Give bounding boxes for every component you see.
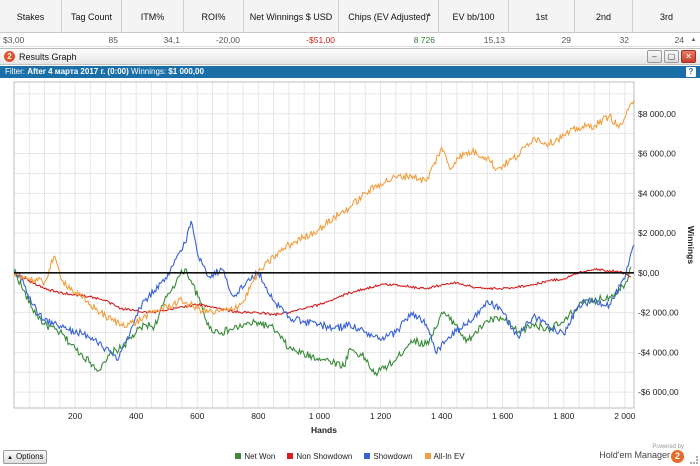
x-tick-label: 1 800 <box>553 411 575 421</box>
maximize-button[interactable]: ▢ <box>664 50 679 63</box>
x-tick-label: 1 000 <box>309 411 331 421</box>
cell-chips-ev: 8 726 <box>413 35 435 45</box>
legend-swatch-icon <box>364 453 371 459</box>
chart-series <box>13 99 635 377</box>
results-graph: 200 400 600 800 1 000 1 200 1 400 1 600 1 800 2 0… <box>0 78 700 448</box>
legend-item-showdown[interactable]: Showdown <box>364 450 413 462</box>
chart-axes: 200 400 600 800 1 000 1 200 1 400 1 600 1 800 2 0… <box>14 109 696 435</box>
column-header-3rd[interactable]: 3rd <box>659 11 673 22</box>
y-tick-label: -$2 000,00 <box>638 308 679 318</box>
legend-label: All-In EV <box>433 451 465 461</box>
cell-1st: 29 <box>561 35 571 45</box>
series-line-showdown <box>13 220 635 361</box>
column-header-roi[interactable]: ROI% <box>184 0 244 33</box>
column-header-tag-count[interactable]: Tag Count <box>62 0 122 33</box>
scroll-up-arrow-icon[interactable]: ▲ <box>690 37 697 43</box>
powered-by-text: Powered by <box>652 444 684 450</box>
stats-table-header: Stakes Tag Count ITM% ROI% Net Winnings … <box>0 0 700 33</box>
series-line-all-in-ev <box>13 99 635 329</box>
cell-stakes: $3,00 <box>3 35 25 45</box>
column-header-1st[interactable]: 1st <box>509 0 575 33</box>
cell-3rd: 24 <box>674 35 684 45</box>
column-header-2nd[interactable]: 2nd <box>575 0 633 33</box>
filter-text: After 4 марта 2017 г. (0:00) <box>27 67 129 76</box>
help-button[interactable]: ? <box>686 67 696 77</box>
y-axis-title: Winnings <box>686 226 696 264</box>
column-header-ev-bb100[interactable]: EV bb/100 <box>439 0 509 33</box>
column-header-itm[interactable]: ITM% <box>122 0 184 33</box>
column-header-stakes[interactable]: Stakes <box>0 0 62 33</box>
cell-ev-bb100: 15,13 <box>483 35 505 45</box>
minimize-button[interactable]: – <box>647 50 662 63</box>
cell-itm: 34,1 <box>163 35 180 45</box>
legend-label: Non Showdown <box>296 451 353 461</box>
column-header-chips-ev[interactable]: Chips (EV Adjusted) <box>339 0 439 33</box>
options-label: Options <box>15 452 44 461</box>
x-tick-label: 1 600 <box>492 411 514 421</box>
filter-bar: Filter: After 4 марта 2017 г. (0:00) Win… <box>0 66 700 78</box>
x-tick-label: 600 <box>190 411 204 421</box>
winnings-value: $1 000,00 <box>168 67 204 76</box>
x-tick-label: 1 200 <box>370 411 392 421</box>
table-row[interactable]: $3,00 85 34,1 -20,00 -$51,00 8 726 15,13… <box>0 33 700 47</box>
options-button[interactable]: ▲ Options <box>3 450 47 464</box>
y-tick-label: $2 000,00 <box>638 228 676 238</box>
options-arrow-icon: ▲ <box>7 455 13 461</box>
legend-item-non-showdown[interactable]: Non Showdown <box>287 450 352 462</box>
window-title: Results Graph <box>19 51 77 62</box>
cell-net-winnings: -$51,00 <box>306 35 335 45</box>
y-tick-label: $6 000,00 <box>638 149 676 159</box>
brand-name: Hold'em Manager <box>599 450 670 460</box>
x-axis-title: Hands <box>311 425 337 435</box>
y-tick-label: $4 000,00 <box>638 188 676 198</box>
x-tick-label: 200 <box>68 411 82 421</box>
resize-grip-icon[interactable] <box>690 456 698 464</box>
x-tick-label: 2 000 <box>614 411 636 421</box>
cell-tag-count: 85 <box>108 35 118 45</box>
y-tick-label: -$4 000,00 <box>638 347 679 357</box>
filter-label: Filter: <box>5 67 25 76</box>
x-tick-label: 800 <box>251 411 265 421</box>
legend-swatch-icon <box>287 453 294 459</box>
legend-label: Showdown <box>373 451 413 461</box>
app-logo-icon: 2 <box>4 51 15 62</box>
brand-block: Powered by Hold'em Manager 2 <box>599 444 684 463</box>
cell-2nd: 32 <box>619 35 629 45</box>
y-tick-label: $0,00 <box>638 268 660 278</box>
y-tick-label: -$6 000,00 <box>638 387 679 397</box>
winnings-label: Winnings: <box>131 67 167 76</box>
x-tick-label: 1 400 <box>431 411 453 421</box>
legend-label: Net Won <box>244 451 276 461</box>
series-line-non-showdown <box>13 267 632 317</box>
window-controls: – ▢ ✕ <box>647 50 696 63</box>
legend-item-net-won[interactable]: Net Won <box>235 450 275 462</box>
brand-logo-icon: 2 <box>671 450 684 463</box>
legend-swatch-icon <box>235 453 242 459</box>
chart-legend: Net Won Non Showdown Showdown All-In EV <box>0 450 700 462</box>
legend-swatch-icon <box>424 453 431 459</box>
x-tick-label: 400 <box>129 411 143 421</box>
close-button[interactable]: ✕ <box>681 50 696 63</box>
series-line-net-won <box>13 266 632 377</box>
column-header-net-winnings[interactable]: Net Winnings $ USD <box>244 0 339 33</box>
legend-item-all-in-ev[interactable]: All-In EV <box>424 450 465 462</box>
results-graph-titlebar[interactable]: 2 Results Graph – ▢ ✕ <box>0 48 700 65</box>
cell-roi: -20,00 <box>215 35 240 45</box>
y-tick-label: $8 000,00 <box>638 109 676 119</box>
